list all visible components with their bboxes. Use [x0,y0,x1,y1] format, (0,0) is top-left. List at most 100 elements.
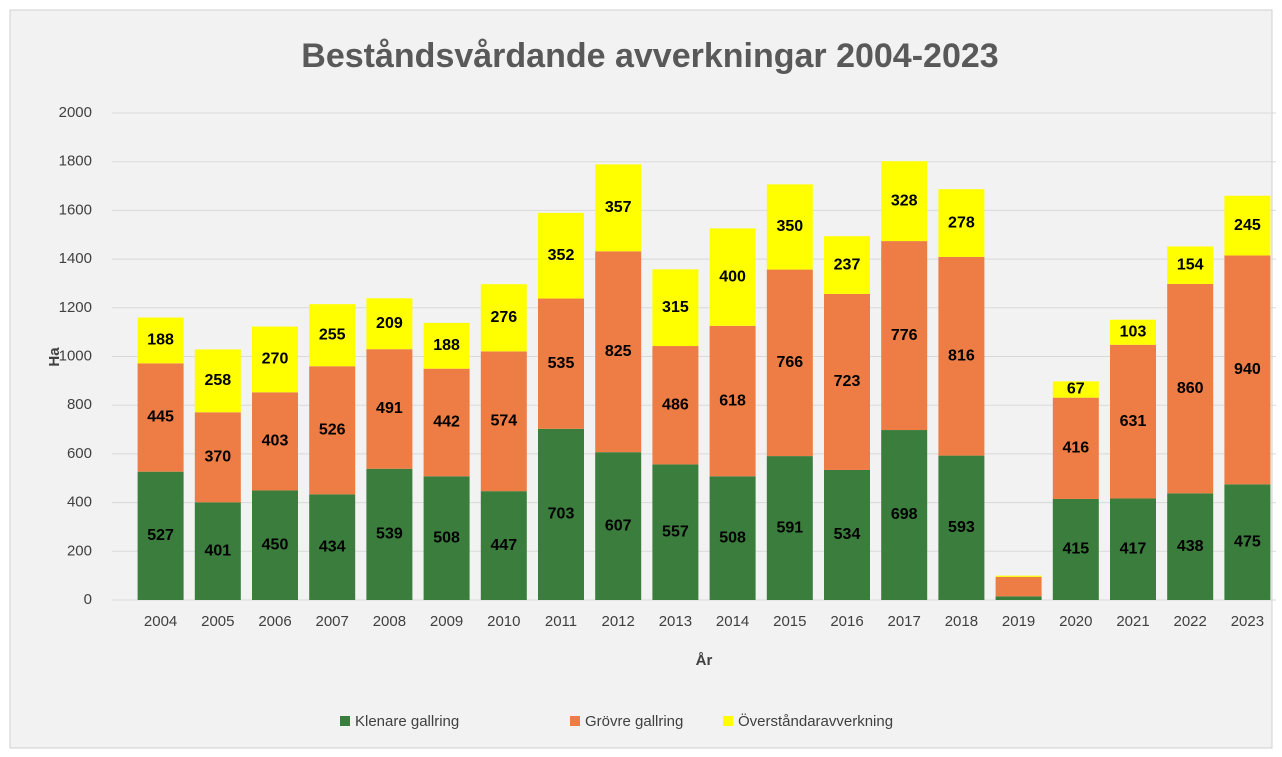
x-tick-label: 2021 [1116,613,1149,630]
data-label: 508 [719,529,746,546]
data-label: 352 [548,247,575,264]
bar-segment [995,596,1042,600]
x-tick-label: 2015 [773,613,806,630]
data-label: 315 [662,299,689,316]
data-label: 417 [1120,540,1147,557]
data-label: 103 [1120,323,1147,340]
data-label: 400 [719,268,746,285]
bar-segment [1167,246,1214,284]
data-label: 442 [433,414,460,431]
data-label: 237 [834,256,861,273]
data-label: 450 [262,536,289,553]
data-label: 403 [262,433,289,450]
bar-segment [480,284,527,352]
data-label: 415 [1062,541,1089,558]
bar-segment [538,298,584,429]
y-tick-label: 1800 [59,153,92,170]
bar-segment [1110,498,1156,600]
bar-segment [1052,381,1099,398]
data-label: 434 [319,538,346,555]
data-label: 591 [776,519,803,536]
y-tick-label: 1600 [59,201,92,218]
data-label: 188 [147,332,174,349]
bar-segment [366,349,413,469]
bar-segment [938,455,985,600]
x-tick-label: 2008 [373,613,406,630]
bar-segment [366,298,413,350]
chart-title: Beståndsvårdande avverkningar 2004-2023 [301,37,998,75]
bar-segment [1052,498,1099,600]
data-label: 723 [834,373,861,390]
data-label: 445 [147,409,174,426]
bar-segment [309,494,356,600]
legend-swatch [723,716,733,726]
data-label: 607 [605,517,632,534]
bar-segment [709,325,756,477]
x-tick-label: 2016 [830,613,863,630]
bar-segment [366,468,413,600]
bar-segment [1224,484,1271,600]
data-label: 416 [1062,440,1089,457]
y-tick-label: 2000 [59,104,92,121]
y-axis-label: Ha [46,347,63,367]
y-tick-label: 1400 [59,250,92,267]
data-label: 350 [776,218,803,235]
legend-label: Klenare gallring [355,713,459,730]
x-tick-label: 2010 [487,613,520,630]
bar-segment [423,476,470,600]
bar-segment [423,322,470,369]
x-tick-label: 2014 [716,613,749,630]
bar-segment [824,236,870,294]
data-label: 486 [662,396,689,413]
bar-segment [1167,493,1214,600]
data-label: 593 [948,519,975,536]
data-label: 698 [891,506,918,523]
data-label: 618 [719,392,746,409]
bar-segment [538,428,584,600]
bar-segment [995,575,1042,577]
bar-segment [766,184,813,270]
legend-label: Grövre gallring [585,713,683,730]
y-tick-label: 800 [67,396,92,413]
data-label: 825 [605,343,632,360]
data-label: 270 [262,351,289,368]
data-label: 574 [490,412,517,429]
data-label: 526 [319,421,346,438]
x-tick-label: 2012 [602,613,635,630]
bar-segment [1224,195,1271,256]
bar-segment [480,351,527,492]
bar-segment [194,502,241,600]
x-tick-label: 2022 [1174,613,1207,630]
bar-segment [137,363,184,472]
data-label: 370 [204,449,231,466]
x-tick-label: 2011 [545,613,577,630]
data-label: 766 [776,354,803,371]
y-tick-label: 600 [67,445,92,462]
legend-label: Överståndaravverkning [738,712,893,730]
x-tick-label: 2005 [201,613,234,630]
bar-segment [1052,397,1099,499]
bar-segment [137,471,184,600]
bar-segment [652,269,699,347]
legend-swatch [570,716,580,726]
bar-segment [252,326,298,393]
data-label: 447 [490,537,517,554]
bar-segment [252,392,298,491]
data-label: 245 [1234,217,1261,234]
bar-segment [309,304,356,367]
bar-segment [137,317,184,364]
data-label: 188 [433,337,460,354]
x-tick-label: 2006 [258,613,291,630]
y-tick-label: 1000 [59,347,92,364]
x-tick-label: 2020 [1059,613,1092,630]
bar-segment [938,189,985,257]
bar-segment [709,228,756,326]
x-tick-label: 2017 [888,613,921,630]
y-tick-label: 400 [67,494,92,511]
bar-segment [995,576,1042,597]
x-tick-label: 2007 [316,613,349,630]
bar-segment [709,476,756,600]
data-label: 557 [662,523,689,540]
x-axis-label: År [696,652,713,669]
bar-segment [595,452,642,600]
